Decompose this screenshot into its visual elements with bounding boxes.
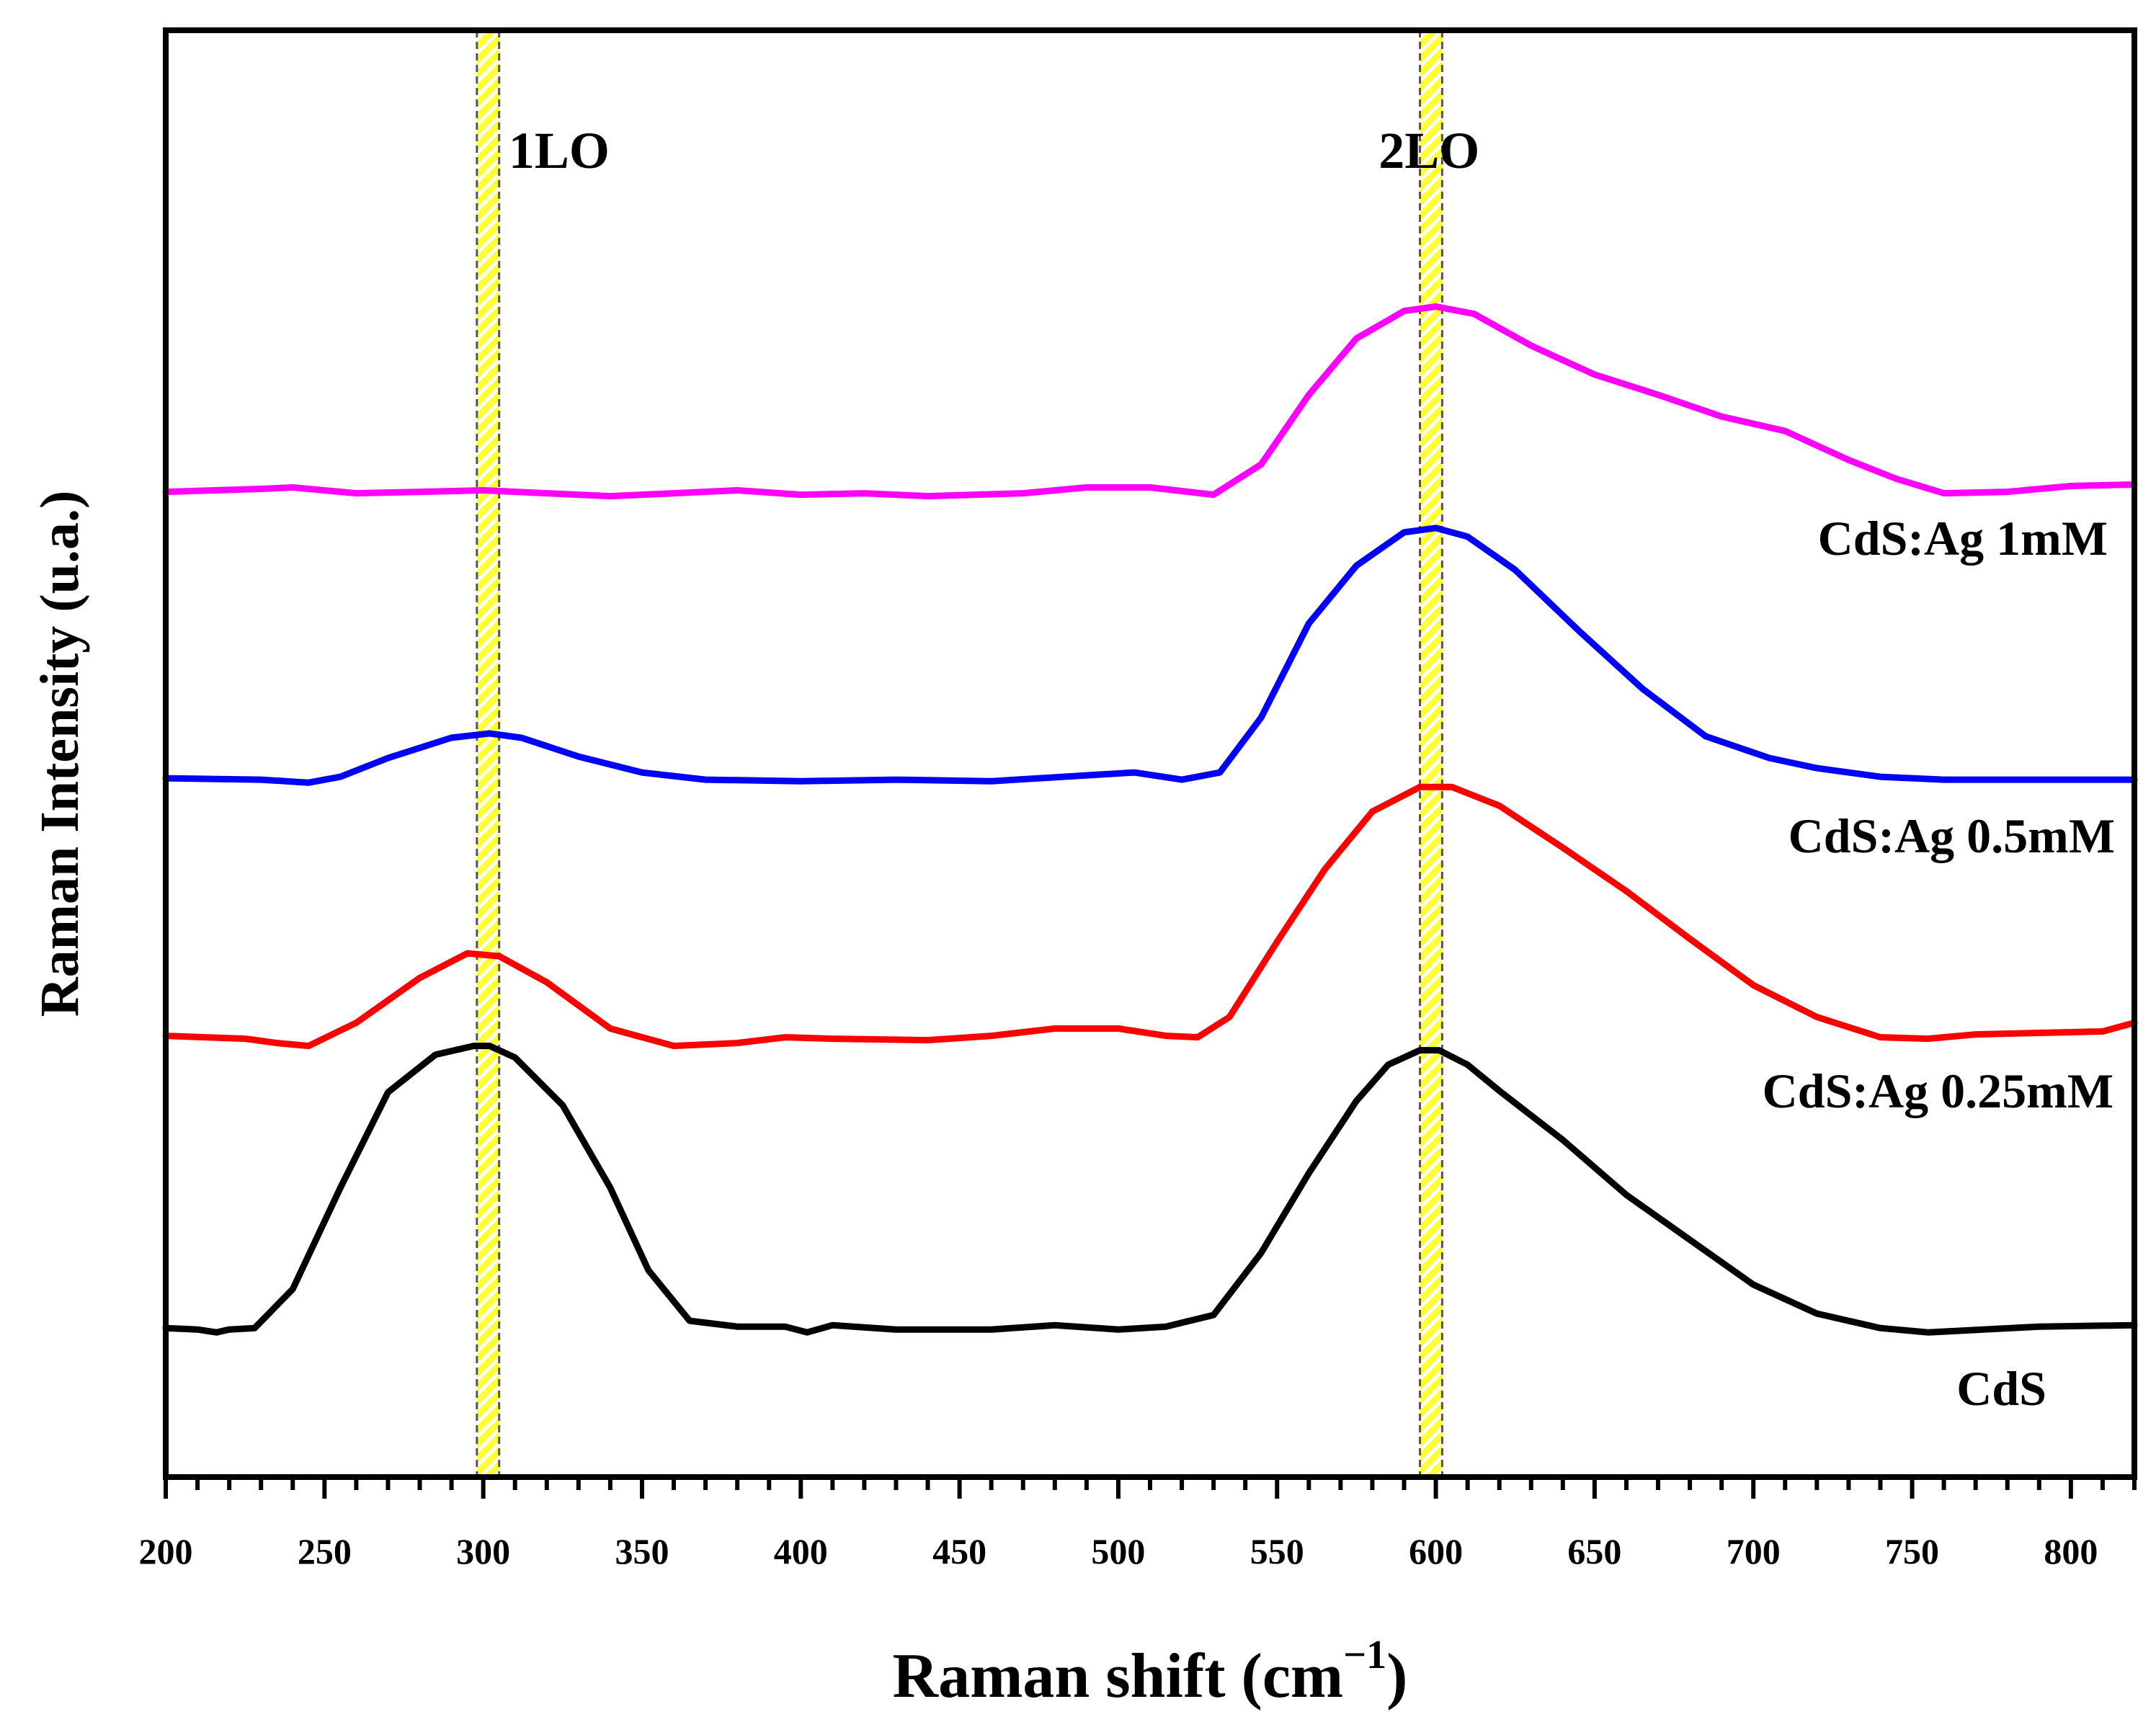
y-axis-title: Raman Intensity (u.a.) [30,491,90,1017]
x-tick-label: 350 [615,1531,669,1571]
x-tick-label: 800 [2044,1531,2098,1571]
x-tick-label: 750 [1885,1531,1939,1571]
annotation-2lo: 2LO [1378,122,1479,179]
series-line-cds-ag-1mm [162,303,2138,500]
band-2LO [1420,30,1443,1477]
annotations: 1LO 2LO CdS:Ag 1mM CdS:Ag 0.5mM CdS:Ag 0.25m… [509,122,2115,1416]
x-tick-label: 700 [1727,1531,1781,1571]
band-1LO [476,30,499,1477]
x-tick-label: 250 [298,1531,352,1571]
x-tick-label: 650 [1567,1531,1621,1571]
series-line-cds [162,1043,2138,1336]
annotation-cds-ag-0-25mm: CdS:Ag 0.25mM [1763,1063,2113,1118]
x-tick-label: 550 [1250,1531,1304,1571]
x-tick-label: 200 [139,1531,193,1571]
annotation-cds-ag-0-5mm: CdS:Ag 0.5mM [1788,808,2115,863]
plot-frame [163,27,2137,1480]
x-tick-label: 400 [774,1531,828,1571]
phonon-bands [476,30,1443,1477]
x-tick-label: 300 [456,1531,510,1571]
x-tick-label: 450 [932,1531,986,1571]
spectra [162,303,2138,1336]
x-axis-title-main: Raman shift (cm [893,1641,1344,1711]
x-axis-title: Raman shift (cm−1) [893,1633,1408,1711]
series-line-cds-ag-0-5mm [162,525,2138,786]
x-axis-title-close: ) [1386,1641,1407,1711]
annotation-cds-ag-1mm: CdS:Ag 1mM [1818,511,2108,566]
x-tick-label: 600 [1409,1531,1463,1571]
x-axis-ticks: 200 250 300 350 400 450 500 550 600 650 700 750 800 [139,1477,2137,1571]
annotation-cds: CdS [1956,1361,2046,1416]
series-line-cds-ag-0-25mm [162,783,2138,1050]
x-tick-label: 500 [1091,1531,1145,1571]
annotation-1lo: 1LO [509,122,610,179]
x-axis-title-superscript: −1 [1343,1633,1386,1677]
